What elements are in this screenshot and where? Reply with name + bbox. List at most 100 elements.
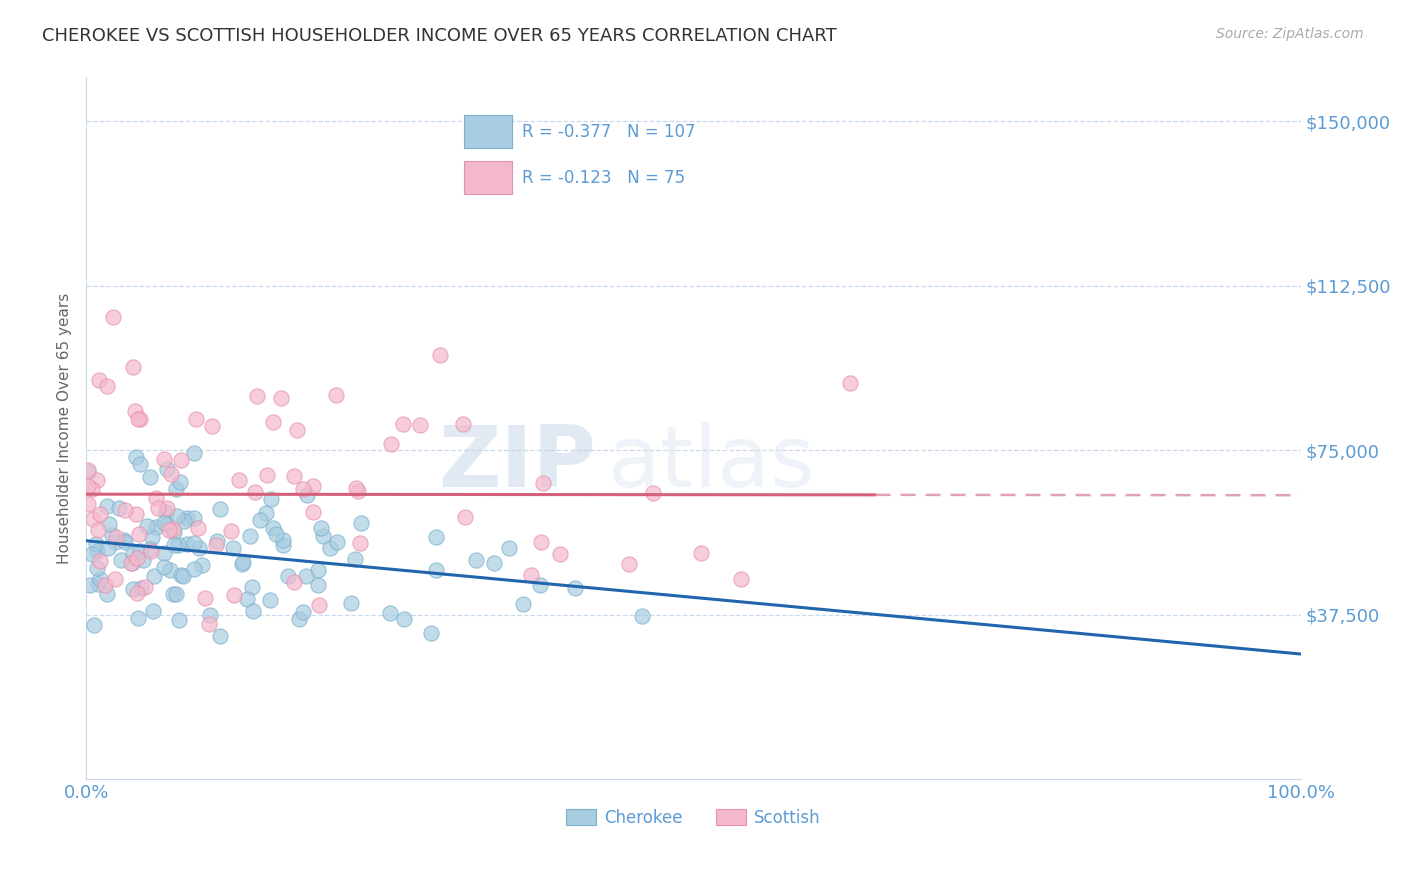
Point	[273, 533, 295, 548]
Point	[204, 538, 226, 552]
Point	[482, 556, 505, 570]
Point	[122, 546, 145, 560]
Point	[157, 524, 180, 538]
Point	[167, 613, 190, 627]
Point	[101, 528, 124, 542]
Point	[104, 535, 127, 549]
Point	[420, 626, 443, 640]
Point	[187, 521, 209, 535]
Point	[163, 524, 186, 539]
Point	[259, 593, 281, 607]
Point	[184, 412, 207, 426]
Point	[129, 581, 152, 595]
Point	[136, 519, 159, 533]
Point	[349, 536, 371, 550]
Point	[122, 359, 145, 374]
Point	[312, 528, 335, 542]
Point	[124, 404, 146, 418]
Point	[429, 348, 451, 362]
Point	[256, 467, 278, 482]
Point	[730, 572, 752, 586]
Point	[631, 608, 654, 623]
Point	[340, 596, 363, 610]
Point	[308, 598, 330, 612]
Point	[163, 537, 186, 551]
Point	[86, 561, 108, 575]
Point	[392, 417, 415, 431]
Point	[160, 467, 183, 481]
Point	[139, 544, 162, 558]
Point	[82, 512, 104, 526]
Point	[292, 605, 315, 619]
Point	[208, 629, 231, 643]
Point	[228, 474, 250, 488]
Point	[325, 388, 347, 402]
Point	[380, 436, 402, 450]
Text: Source: ZipAtlas.com: Source: ZipAtlas.com	[1216, 27, 1364, 41]
Point	[77, 465, 100, 479]
Point	[127, 412, 149, 426]
Point	[277, 569, 299, 583]
Point	[176, 511, 198, 525]
Point	[155, 505, 177, 519]
Point	[465, 552, 488, 566]
Point	[114, 535, 136, 549]
Point	[156, 501, 179, 516]
Point	[183, 511, 205, 525]
Point	[283, 574, 305, 589]
Point	[530, 535, 553, 549]
Point	[143, 569, 166, 583]
Point	[77, 479, 100, 493]
Point	[531, 475, 554, 490]
Point	[89, 553, 111, 567]
Point	[288, 612, 311, 626]
Point	[425, 564, 447, 578]
Point	[302, 505, 325, 519]
Point	[98, 516, 121, 531]
Point	[80, 482, 103, 496]
Point	[198, 617, 221, 632]
Point	[87, 523, 110, 537]
Point	[309, 520, 332, 534]
Point	[101, 310, 124, 324]
Point	[295, 488, 318, 502]
Point	[191, 558, 214, 573]
Point	[128, 457, 150, 471]
Point	[122, 582, 145, 597]
Point	[77, 463, 100, 477]
Point	[350, 516, 373, 530]
Point	[162, 587, 184, 601]
Point	[141, 531, 163, 545]
Point	[183, 535, 205, 549]
Point	[165, 587, 187, 601]
Point	[162, 522, 184, 536]
Point	[262, 521, 284, 535]
Point	[127, 585, 149, 599]
Point	[152, 546, 174, 560]
Point	[120, 556, 142, 570]
Point	[86, 576, 108, 591]
Point	[219, 524, 242, 538]
Point	[231, 558, 253, 572]
Point	[145, 520, 167, 534]
Point	[187, 541, 209, 556]
Point	[169, 475, 191, 490]
Point	[86, 544, 108, 558]
Point	[129, 543, 152, 558]
Point	[127, 551, 149, 566]
Point	[96, 541, 118, 555]
Point	[108, 501, 131, 516]
Point	[112, 533, 135, 547]
Point	[139, 469, 162, 483]
Point	[159, 563, 181, 577]
Point	[83, 617, 105, 632]
Point	[208, 501, 231, 516]
Point	[246, 389, 269, 403]
Point	[173, 514, 195, 528]
Point	[254, 506, 277, 520]
Point	[114, 503, 136, 517]
Point	[96, 587, 118, 601]
Point	[121, 557, 143, 571]
Point	[82, 547, 104, 561]
Point	[165, 483, 187, 497]
